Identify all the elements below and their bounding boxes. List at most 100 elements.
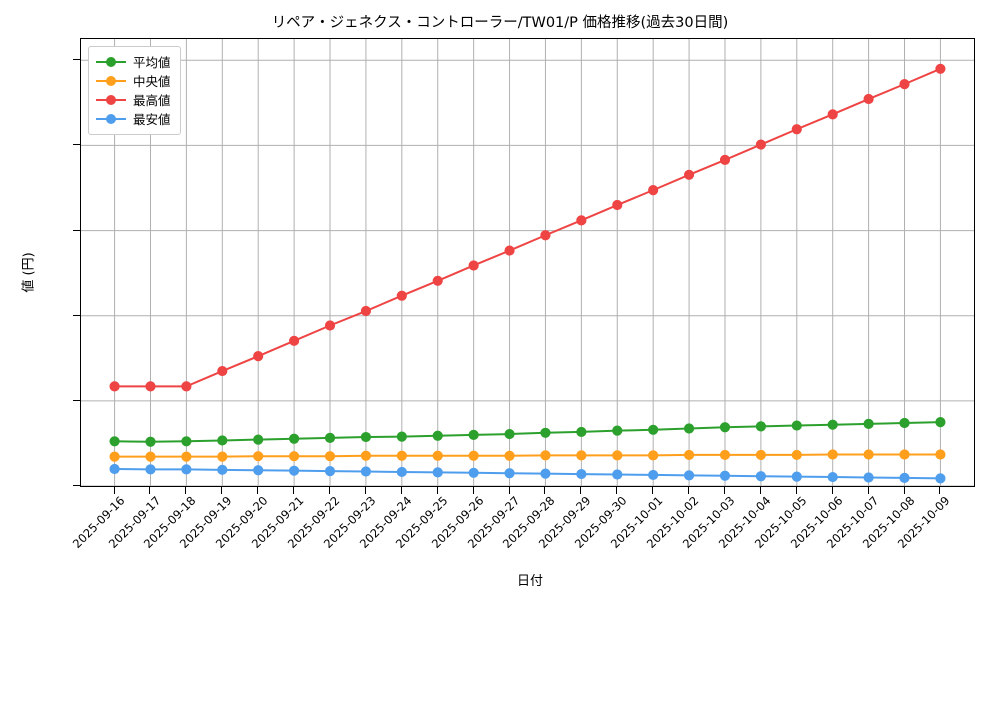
data-point bbox=[827, 449, 838, 460]
data-point bbox=[863, 93, 874, 105]
legend-item-1[interactable]: 平均値 bbox=[96, 52, 171, 71]
x-tick-mark bbox=[688, 487, 690, 494]
data-point bbox=[827, 471, 838, 483]
x-tick-mark bbox=[149, 487, 151, 494]
legend-marker-icon bbox=[96, 55, 126, 69]
data-point bbox=[935, 63, 946, 74]
series-2 bbox=[109, 449, 946, 462]
grid-lines bbox=[81, 39, 974, 486]
data-point bbox=[612, 425, 623, 436]
x-tick-mark bbox=[221, 487, 223, 494]
data-point bbox=[253, 465, 264, 476]
data-point bbox=[683, 169, 695, 180]
legend-label: 最安値 bbox=[133, 112, 171, 127]
legend-item-2[interactable]: 中央値 bbox=[96, 71, 171, 90]
chart-legend[interactable]: 平均値中央値 最高値最安値 bbox=[88, 46, 181, 135]
data-point bbox=[109, 381, 120, 392]
legend-label: 中央値 bbox=[133, 74, 171, 89]
data-point bbox=[648, 185, 659, 196]
data-point bbox=[648, 469, 659, 481]
x-tick-mark bbox=[364, 487, 366, 494]
data-point bbox=[253, 434, 264, 445]
data-point bbox=[683, 470, 695, 481]
data-point bbox=[504, 245, 515, 256]
y-tick-mark bbox=[73, 229, 80, 231]
x-tick-mark bbox=[867, 487, 869, 494]
data-point bbox=[935, 417, 946, 428]
data-point bbox=[755, 471, 766, 482]
data-point bbox=[612, 199, 623, 211]
data-point bbox=[468, 450, 479, 461]
data-point bbox=[899, 472, 910, 484]
data-point bbox=[145, 381, 156, 392]
data-point bbox=[683, 423, 695, 434]
x-tick-mark bbox=[652, 487, 654, 494]
x-tick-mark bbox=[939, 487, 941, 494]
data-point bbox=[468, 467, 479, 478]
data-point bbox=[324, 466, 336, 477]
legend-label: 平均値 bbox=[133, 55, 171, 70]
data-point bbox=[791, 471, 802, 482]
data-point bbox=[181, 464, 192, 475]
data-point bbox=[360, 305, 372, 317]
data-point bbox=[396, 290, 407, 301]
y-tick-mark bbox=[73, 314, 80, 316]
data-point bbox=[791, 124, 802, 135]
data-point bbox=[755, 139, 766, 150]
data-point bbox=[468, 429, 479, 441]
data-point bbox=[217, 435, 228, 446]
data-point bbox=[145, 464, 156, 475]
plot-area bbox=[80, 38, 975, 487]
x-tick-mark bbox=[831, 487, 833, 494]
data-point bbox=[360, 431, 372, 443]
data-point bbox=[109, 451, 120, 462]
data-point bbox=[432, 275, 443, 286]
data-point bbox=[396, 466, 407, 478]
data-point bbox=[253, 351, 264, 362]
data-point bbox=[145, 436, 156, 447]
data-point bbox=[755, 449, 766, 461]
data-point bbox=[935, 473, 946, 484]
data-point bbox=[217, 451, 228, 462]
data-point bbox=[540, 450, 551, 461]
data-point bbox=[468, 260, 479, 271]
x-tick-mark bbox=[544, 487, 546, 494]
data-point bbox=[145, 451, 156, 462]
legend-item-3[interactable]: 最高値 bbox=[96, 90, 171, 109]
data-point bbox=[289, 465, 300, 476]
y-tick-mark bbox=[73, 399, 80, 401]
data-point bbox=[719, 449, 731, 461]
chart-figure: リペア・ジェネクス・コントローラー/TW01/P 価格推移(過去30日間) 値 … bbox=[21, 15, 975, 589]
data-point bbox=[612, 469, 623, 480]
data-point bbox=[576, 215, 587, 226]
data-point bbox=[181, 436, 192, 447]
data-point bbox=[827, 419, 838, 430]
x-tick-mark bbox=[185, 487, 187, 494]
data-point bbox=[324, 320, 336, 331]
legend-item-4[interactable]: 最安値 bbox=[96, 109, 171, 128]
data-point bbox=[863, 418, 874, 429]
data-point bbox=[396, 431, 407, 442]
series-3 bbox=[109, 63, 946, 392]
x-tick-mark bbox=[795, 487, 797, 494]
series-line bbox=[113, 67, 942, 388]
series-1 bbox=[109, 417, 946, 447]
axis-tick-layer: 020040060080010002025-09-162025-09-17202… bbox=[69, 59, 953, 551]
data-point bbox=[576, 426, 587, 438]
data-point bbox=[504, 450, 515, 461]
data-point bbox=[181, 381, 192, 392]
data-point bbox=[432, 450, 443, 461]
data-point bbox=[360, 466, 372, 477]
data-point bbox=[181, 451, 192, 462]
data-point bbox=[217, 365, 228, 377]
x-tick-mark bbox=[903, 487, 905, 494]
data-point bbox=[289, 335, 300, 346]
legend-marker-icon bbox=[96, 112, 126, 126]
data-point bbox=[540, 427, 551, 438]
data-point bbox=[540, 230, 551, 241]
data-point bbox=[755, 421, 766, 432]
data-point bbox=[504, 428, 515, 440]
data-point bbox=[863, 472, 874, 483]
legend-marker-icon bbox=[96, 93, 126, 107]
x-tick-mark bbox=[508, 487, 510, 494]
